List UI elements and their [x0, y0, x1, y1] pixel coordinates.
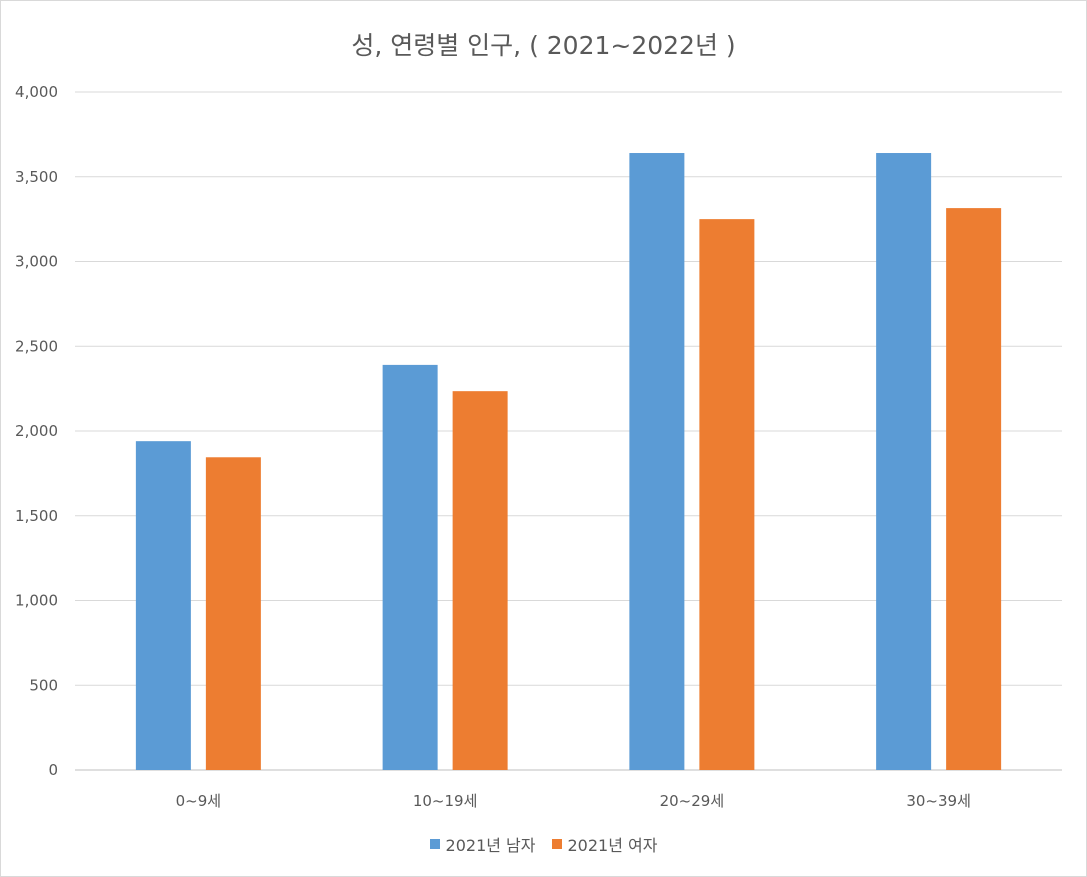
x-category-label: 10~19세 [413, 792, 478, 810]
legend-swatch-male [429, 839, 440, 849]
y-tick-label: 1,500 [15, 507, 58, 525]
bar-female-0 [205, 457, 261, 770]
x-category-label: 30~39세 [906, 792, 971, 810]
x-category-label: 0~9세 [176, 792, 221, 810]
bar-male-3 [876, 153, 932, 770]
bar-female-2 [699, 219, 755, 770]
y-tick-label: 1,000 [15, 592, 58, 610]
bar-female-1 [452, 391, 508, 770]
y-tick-label: 3,000 [15, 253, 58, 271]
bar-female-3 [946, 208, 1002, 771]
legend-swatch-female [551, 839, 562, 849]
legend-label-female: 2021년 여자 [567, 836, 658, 855]
x-axis-categories: 0~9세 10~19세 20~29세 30~39세 [176, 792, 971, 810]
y-tick-label: 2,500 [15, 337, 58, 355]
bar-male-2 [629, 153, 685, 770]
legend-item-male: 2021년 남자 [429, 832, 536, 856]
y-tick-label: 500 [29, 676, 58, 694]
bar-male-1 [382, 364, 438, 770]
legend: 2021년 남자 2021년 여자 [0, 832, 1087, 856]
x-category-label: 20~29세 [660, 792, 725, 810]
chart-title: 성, 연령별 인구, ( 2021~2022년 ) [351, 31, 736, 60]
y-tick-label: 2,000 [15, 422, 58, 440]
y-tick-label: 3,500 [15, 168, 58, 186]
bar-male-0 [135, 441, 191, 770]
bars [135, 153, 1002, 771]
legend-item-female: 2021년 여자 [551, 832, 658, 856]
y-tick-label: 0 [48, 761, 58, 779]
y-tick-label: 4,000 [15, 83, 58, 101]
legend-label-male: 2021년 남자 [445, 836, 536, 855]
y-axis-ticks: 0 500 1,000 1,500 2,000 2,500 3,000 3,500 4,000 [15, 83, 58, 779]
